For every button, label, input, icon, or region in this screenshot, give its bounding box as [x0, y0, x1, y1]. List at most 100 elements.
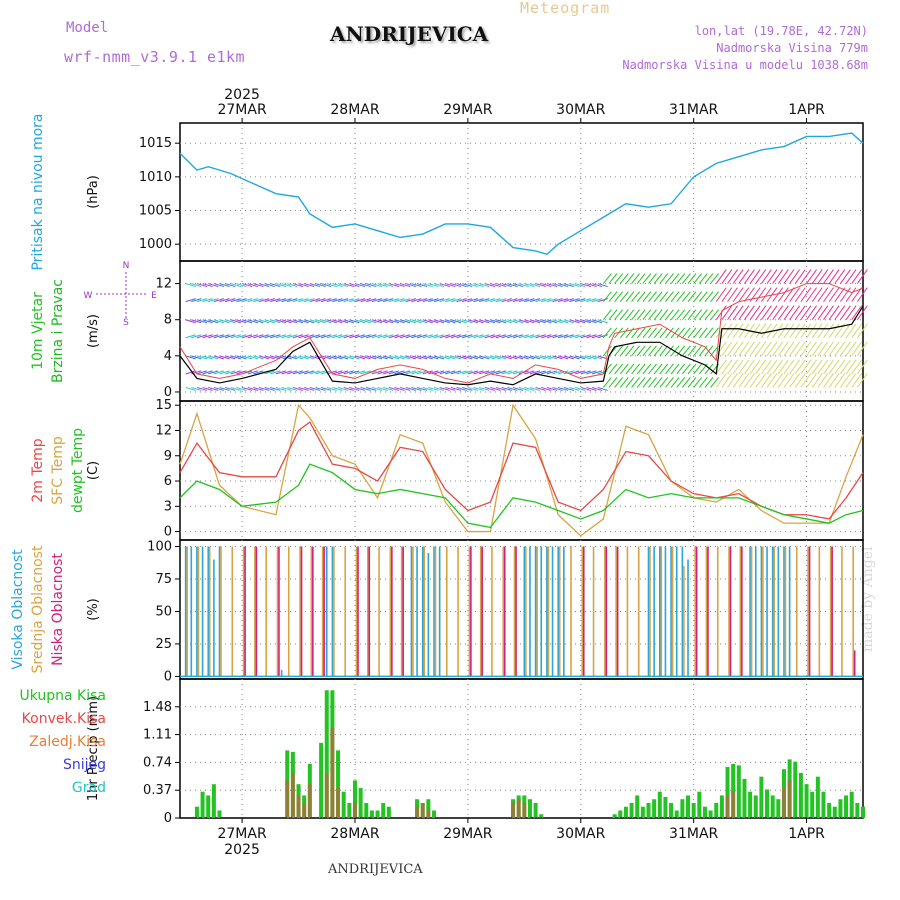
wind-barb	[225, 386, 236, 391]
wind-barb	[591, 319, 603, 324]
precip-legend-label: Konvek.Kisa	[22, 711, 106, 727]
wind-barb	[304, 319, 315, 324]
wind-barb	[817, 341, 829, 357]
wind-barb	[749, 269, 761, 284]
wind-barb	[422, 386, 433, 391]
wind-barb	[681, 327, 691, 339]
wind-barb	[456, 334, 467, 339]
wind-barb	[817, 305, 829, 321]
wind-barb	[631, 273, 640, 284]
wind-barb	[744, 359, 755, 375]
wind-barb	[524, 370, 535, 375]
wind-tick-label: 4	[164, 349, 172, 364]
wind-barb	[191, 334, 202, 339]
wind-barb	[433, 319, 445, 324]
wind-barb	[665, 363, 674, 375]
wind-barb	[399, 298, 411, 303]
precip-bar-total	[849, 791, 854, 818]
wind-barb	[411, 298, 422, 303]
precip-bar-total	[640, 806, 645, 818]
wind-barb	[535, 370, 546, 375]
wind-barb	[760, 269, 772, 284]
wind-barb	[287, 283, 298, 288]
wind-barb	[247, 355, 258, 360]
wind-barb	[535, 386, 546, 391]
wind-barb	[366, 386, 377, 391]
wind-barb	[495, 370, 507, 375]
wind-barb	[507, 370, 518, 375]
wind-barb	[428, 386, 439, 391]
wind-barb	[676, 309, 686, 321]
precip-bar-total	[844, 795, 849, 818]
wind-barb	[653, 327, 663, 339]
wind-barb	[450, 319, 462, 324]
wind-barb	[343, 370, 354, 375]
cloud-tick-label: 50	[155, 604, 172, 619]
temp-tick-label: 15	[155, 398, 172, 413]
wind-barb	[479, 298, 490, 303]
wind-barb	[230, 355, 241, 360]
wind-barb	[608, 291, 618, 302]
wind-barb	[445, 370, 456, 375]
wind-barb	[851, 359, 863, 375]
precip-bar-convective	[302, 802, 307, 818]
wind-barb	[337, 298, 349, 303]
wind-barb	[343, 334, 354, 339]
wind-barb	[512, 283, 524, 288]
wind-barb	[507, 298, 518, 303]
wind-barb	[524, 334, 535, 339]
wind-barb	[518, 355, 529, 360]
pressure-unit-label: (hPa)	[86, 175, 101, 209]
wind-barb	[676, 327, 686, 339]
wind-barb	[202, 334, 213, 339]
precip-bar-total	[612, 814, 617, 818]
precip-bar-total	[336, 750, 341, 818]
wind-barb	[337, 283, 349, 288]
wind-barb	[755, 373, 767, 388]
wind-barb	[715, 373, 727, 388]
wind-barb	[636, 309, 646, 321]
dewpt-line	[179, 463, 864, 529]
wind-barb	[512, 355, 524, 360]
wind-barb	[749, 323, 761, 339]
wind-barb	[332, 298, 343, 303]
wind-barb	[856, 269, 868, 284]
wind-barb	[337, 370, 349, 375]
wind-barb	[569, 370, 580, 375]
wind-barb	[337, 334, 349, 339]
wind-barb	[416, 370, 428, 375]
wind-barb	[349, 298, 360, 303]
wind-barb	[360, 370, 371, 375]
precip-bar-total	[629, 802, 634, 818]
precip-bar-total	[324, 690, 329, 818]
wind-barb	[840, 341, 851, 357]
wind-barb	[281, 283, 292, 288]
wind-barb	[529, 370, 541, 375]
wind-barb	[704, 309, 714, 321]
wind-barb	[213, 386, 225, 391]
wind-barb	[495, 355, 507, 360]
wind-barb	[332, 386, 343, 391]
wind-barb	[479, 334, 490, 339]
wind-barb	[625, 291, 635, 302]
wind-barb	[383, 283, 394, 288]
wind-barb	[648, 309, 657, 321]
wind-barb	[388, 334, 399, 339]
wind-barb	[608, 363, 618, 375]
bottom-year-label: 2025	[224, 842, 260, 858]
wind-barb	[236, 298, 247, 303]
wind-barb	[676, 291, 686, 302]
precip-bar-total	[347, 802, 352, 818]
wind-barb	[366, 283, 377, 288]
wind-barb	[636, 363, 646, 375]
wind-barb	[422, 283, 433, 288]
precip-bar-total	[539, 814, 544, 818]
precip-bar-total	[765, 789, 770, 818]
wind-barb	[298, 355, 309, 360]
wind-barb	[264, 386, 275, 391]
cloud-tick-label: 100	[147, 539, 172, 554]
wind-barb	[665, 377, 674, 388]
precip-bar-total	[697, 791, 702, 818]
wind-barb	[320, 370, 332, 375]
wind-barb	[247, 319, 258, 324]
